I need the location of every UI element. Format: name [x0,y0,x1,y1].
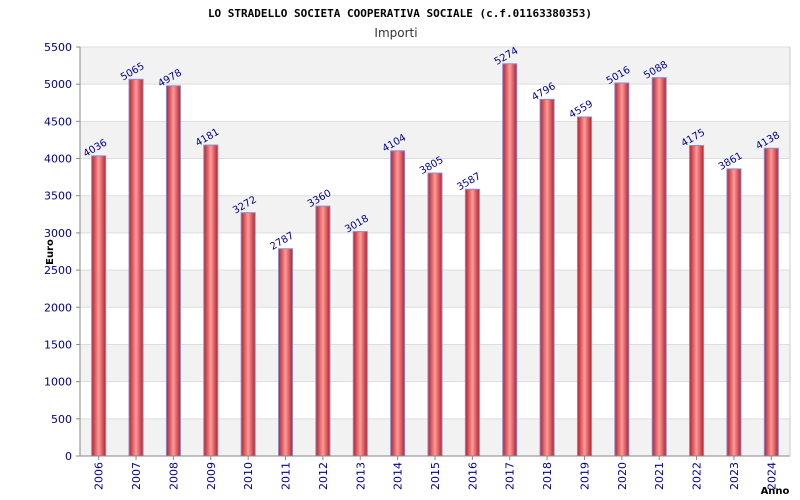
x-tick-label-2008: 2008 [167,462,180,490]
x-tick-label-2013: 2013 [354,462,367,490]
bar-2017 [502,63,518,457]
x-tick-label-2022: 2022 [691,462,704,490]
x-tick-label-2010: 2010 [242,462,255,490]
bar-2013 [352,231,368,457]
bar-2024 [763,147,779,457]
y-tick-labels: 0 500 1000 1500 2000 2500 3000 3500 4000 4500 5000… [44,41,72,463]
bar-2016 [464,188,480,457]
x-tick-label-2011: 2011 [280,462,293,490]
x-tick-label-2021: 2021 [653,462,666,490]
bar-2012 [315,205,331,457]
x-tick-label-2007: 2007 [130,462,143,490]
grid-band [80,121,790,159]
bar-2023 [726,168,742,457]
x-tick-label-2024: 2024 [765,462,778,490]
x-tick-label-2009: 2009 [205,462,218,490]
x-tick-label-2018: 2018 [541,462,554,490]
y-tick-label: 2000 [44,301,72,314]
y-tick-label: 2500 [44,264,72,277]
x-tick-label-2015: 2015 [429,462,442,490]
y-tick-label: 1000 [44,376,72,389]
bar-2009 [203,144,219,457]
y-tick-label: 5000 [44,78,72,91]
bar-2018 [539,98,555,457]
y-tick-label: 0 [65,450,72,463]
bars-group [91,63,779,457]
x-tick-label-2006: 2006 [93,462,106,490]
bar-2021 [651,77,667,457]
y-tick-label: 3500 [44,190,72,203]
bar-2015 [427,172,443,457]
bar-2019 [576,116,592,457]
x-tick-label-2019: 2019 [578,462,591,490]
y-tick-label: 3000 [44,227,72,240]
bar-2010 [240,212,256,457]
x-tick-label-2012: 2012 [317,462,330,490]
y-tick-label: 500 [51,413,72,426]
bar-2011 [278,248,294,457]
x-tick-label-2014: 2014 [392,462,405,490]
bar-2020 [614,82,630,457]
chart-subtitle: Importi [374,26,417,40]
bar-2008 [165,85,181,457]
x-tick-labels: 2006 2007 2008 2009 2010 2011 2012 2013 2014 2015… [93,456,778,490]
bar-2006 [91,155,107,457]
y-tick-label: 4000 [44,153,72,166]
bar-2022 [689,145,705,457]
x-tick-label-2016: 2016 [466,462,479,490]
grid-band [80,47,790,85]
bar-2014 [390,150,406,457]
x-axis-label: Anno [761,486,790,497]
y-tick-label: 5500 [44,41,72,54]
y-tick-label: 1500 [44,338,72,351]
x-tick-label-2020: 2020 [616,462,629,490]
bar-2007 [128,78,144,457]
chart-title: LO STRADELLO SOCIETA COOPERATIVA SOCIALE… [208,7,592,20]
x-tick-label-2017: 2017 [504,462,517,490]
y-tick-label: 4500 [44,115,72,128]
x-tick-label-2023: 2023 [728,462,741,490]
y-axis-label: Euro [45,239,56,265]
